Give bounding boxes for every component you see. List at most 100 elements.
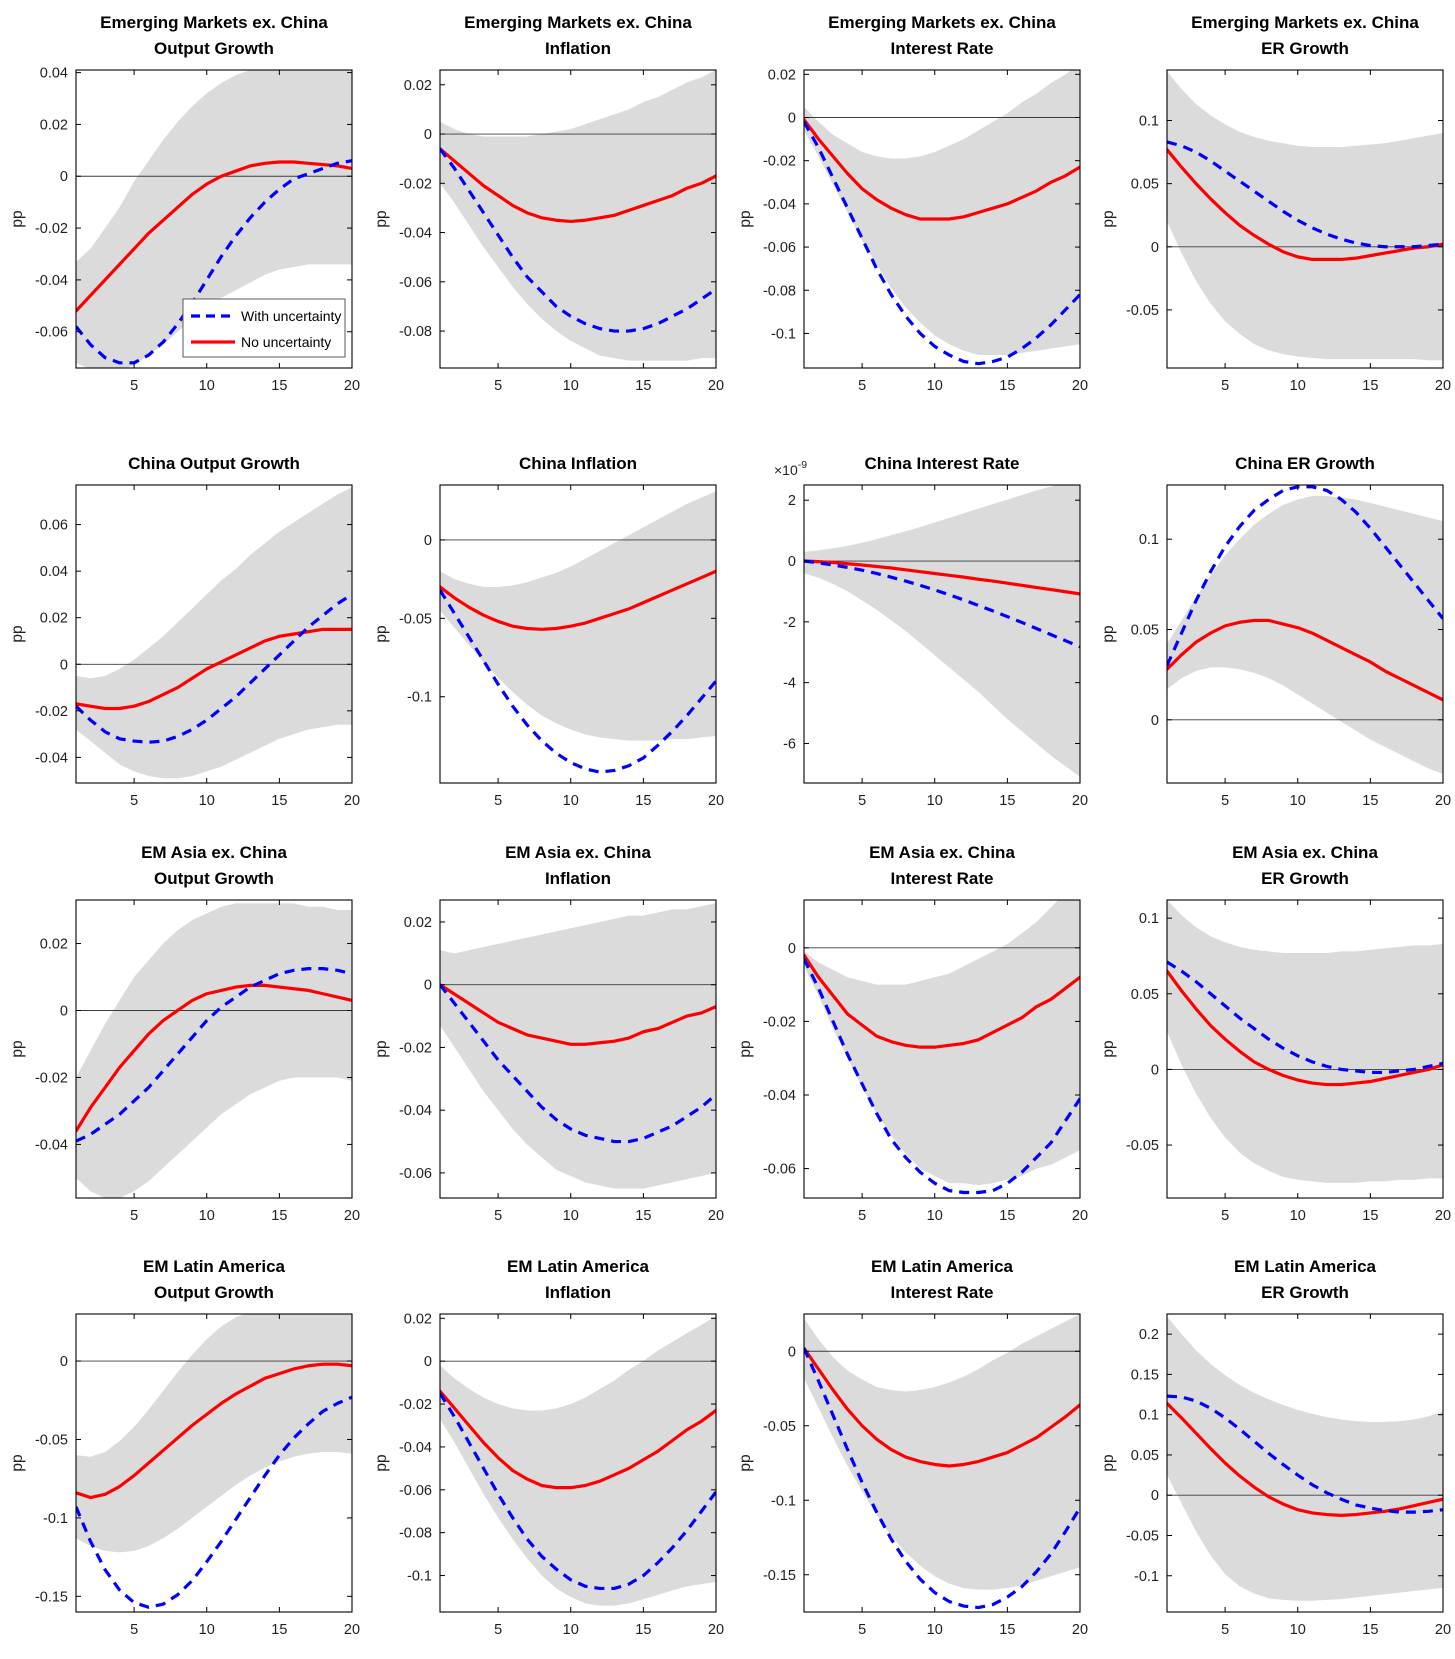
y-tick-label: 0.05 [1131,1448,1159,1464]
y-tick-label: -0.1 [771,1494,796,1510]
y-tick-label: 0 [424,1354,432,1370]
y-axis-label: pp [737,1040,754,1057]
x-tick-label: 10 [1290,1622,1306,1638]
confidence-band [803,484,1080,777]
x-tick-label: 20 [344,378,360,394]
axes-box [1166,69,1444,369]
x-tick-label: 10 [199,793,215,809]
y-tick-label: 0 [60,1354,68,1370]
y-tick-label: 0.02 [767,67,795,83]
x-tick-label: 10 [562,1622,578,1638]
chart-title: Emerging Markets ex. China [1191,13,1419,32]
x-tick-label: 20 [344,1208,360,1224]
x-tick-label: 10 [1290,793,1306,809]
legend-box [182,298,346,358]
no-uncertainty-line [1167,618,1444,702]
chart-em-latam-output-growth: 5 10 15 20 0 -0.05 -0.1 -0.15 EM Latin America Ou… [9,1257,360,1638]
y-tick-label: -0.15 [762,1568,795,1584]
axes-box [75,484,353,784]
axes-box [802,898,1081,1199]
no-uncertainty-line [803,1346,1080,1468]
y-tick-label: 0.15 [1131,1368,1159,1384]
axes-box [802,69,1081,369]
y-tick-label: 0.1 [1139,114,1159,130]
x-tick-label: 15 [1363,1622,1379,1638]
chart-title: Interest Rate [890,869,993,888]
chart-title: Interest Rate [890,39,993,58]
x-tick-label: 15 [999,378,1015,394]
x-tick-label: 10 [562,793,578,809]
y-axis-label: pp [9,210,26,227]
y-tick-label: 0.02 [40,936,68,952]
y-tick-label: 0 [60,657,68,673]
x-tick-label: 20 [708,1208,724,1224]
x-tick-label: 15 [635,793,651,809]
x-tick-label: 5 [130,1208,138,1224]
no-uncertainty-line [439,147,716,224]
confidence-band [439,491,716,741]
y-axis-label: pp [9,625,26,642]
with-uncertainty-line [76,592,352,744]
x-tick-label: 15 [271,793,287,809]
chart-title: EM Asia ex. China [505,843,651,862]
chart-title: Emerging Markets ex. China [828,13,1056,32]
chart-cell-em-latam-inflation: 5 10 15 20 0.02 0 -0.02 -0.04 -0.06 -0.08 -0.1 EM L… [364,1244,728,1659]
tick-marks [1167,484,1444,783]
chart-em-latam-interest-rate: 5 10 15 20 0 -0.05 -0.1 -0.15 EM Latin America In… [737,1257,1088,1638]
y-tick-label: -4 [783,675,796,691]
y-tick-label: -0.1 [1134,1569,1159,1585]
axes-box [1166,898,1444,1199]
tick-marks [1167,899,1444,1198]
chart-title: Output Growth [154,1283,274,1302]
chart-title: China Interest Rate [864,454,1019,473]
axes-box [75,69,353,369]
chart-title: EM Latin America [1234,1257,1377,1276]
with-uncertainty-line [1167,140,1444,249]
y-tick-label: -0.04 [35,750,68,766]
y-axis-label: pp [1100,625,1117,642]
x-tick-label: 10 [562,1208,578,1224]
axes-box [439,898,717,1199]
x-tick-label: 10 [562,378,578,394]
y-tick-label: -0.08 [399,324,432,340]
x-tick-label: 15 [1363,378,1379,394]
with-uncertainty-line [1167,960,1444,1074]
confidence-band [439,1316,716,1606]
x-tick-label: 15 [1363,1208,1379,1224]
confidence-band [803,70,1080,356]
x-tick-label: 10 [199,378,215,394]
tick-marks [803,1314,1080,1613]
chart-cell-em-ex-china-inflation: 5 10 15 20 0.02 0 -0.02 -0.04 -0.06 -0.08 Emerging… [364,0,728,415]
axis-scale-label: ×10-9 [774,459,807,478]
x-tick-label: 5 [1221,1208,1229,1224]
chart-china-er-growth: 5 10 15 20 0.1 0.05 0 China ER Growth pp [1100,454,1451,809]
x-tick-label: 20 [1435,793,1451,809]
chart-title: EM Latin America [143,1257,286,1276]
chart-title: EM Asia ex. China [869,843,1015,862]
confidence-band [803,1314,1080,1590]
axes-box [439,1313,717,1613]
no-uncertainty-line [439,1389,716,1490]
y-tick-label: -0.1 [407,689,432,705]
confidence-band [76,487,352,779]
chart-title: ER Growth [1261,1283,1349,1302]
y-tick-label: 0.2 [1139,1327,1159,1343]
y-tick-label: -0.15 [35,1590,68,1606]
no-uncertainty-line [803,118,1080,221]
y-axis-label: pp [1100,210,1117,227]
with-uncertainty-line [76,159,352,365]
y-tick-label: -0.06 [399,275,432,291]
chart-cell-em-ex-china-interest-rate: 5 10 15 20 0.02 0 -0.02 -0.04 -0.06 -0.08 -0.1 Emer… [728,0,1092,415]
x-tick-label: 15 [271,378,287,394]
y-tick-label: -0.06 [399,1165,432,1181]
chart-em-ex-china-er-growth: 5 10 15 20 0.1 0.05 0 -0.05 Emerging Markets ex.… [1100,13,1451,394]
chart-title: ER Growth [1261,869,1349,888]
y-axis-label: pp [737,210,754,227]
y-tick-label: 0.02 [40,610,68,626]
x-tick-label: 15 [271,1208,287,1224]
y-tick-label: -0.04 [399,226,432,242]
legend-with-uncertainty-label: With uncertainty [241,308,341,324]
chart-cell-china-output-growth: 5 10 15 20 0.06 0.04 0.02 0 -0.02 -0.04 China Outp… [0,415,364,830]
confidence-band [1167,1316,1444,1601]
y-tick-label: 0.02 [404,1312,432,1328]
